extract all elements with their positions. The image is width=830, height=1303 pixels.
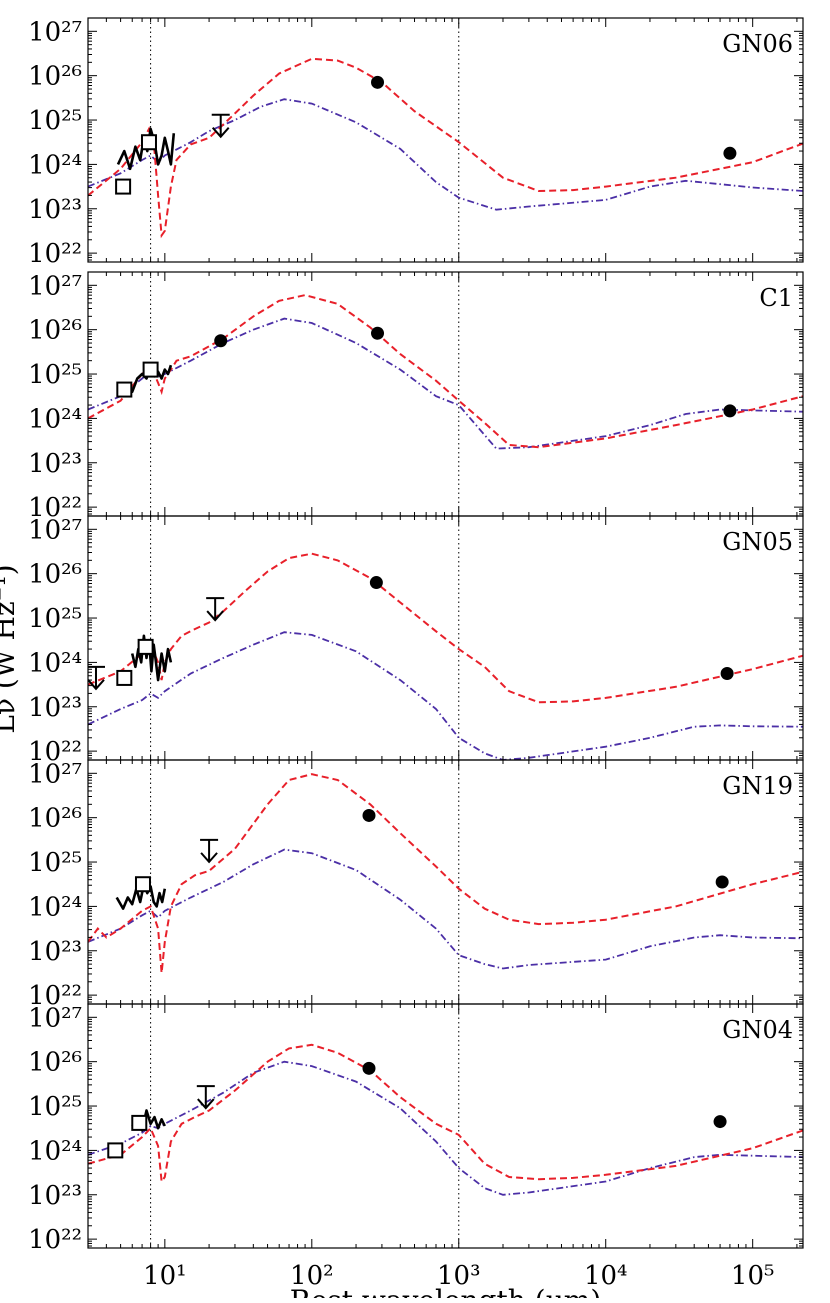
panel-gn06: 10²² 10²³ 10²⁴ 10²⁵ 10²⁶ 10²⁷ GN06 <box>28 17 804 269</box>
panel-label: GN06 <box>722 30 793 58</box>
y-tick-label: 10²³ <box>28 693 82 723</box>
model-2-line <box>88 98 803 211</box>
panel-plot-area <box>88 18 803 262</box>
panel-label: GN04 <box>722 1016 793 1044</box>
model-1-line <box>88 773 803 974</box>
photometry-filled-point <box>369 576 383 590</box>
photometry-open-square <box>142 361 159 378</box>
y-tick-label: 10²⁶ <box>28 560 82 590</box>
y-tick-label: 10²⁴ <box>28 150 82 180</box>
x-tick-label: 10¹ <box>143 1261 187 1291</box>
model-2-line <box>88 631 803 760</box>
photometry-filled-point <box>715 875 729 889</box>
panel-plot-area <box>88 516 803 760</box>
y-tick-label: 10²⁴ <box>28 648 82 678</box>
y-tick-label: 10²⁷ <box>28 759 82 789</box>
y-axis-title: Lν (W Hz⁻¹) <box>0 564 21 733</box>
photometry-open-square <box>115 178 132 195</box>
x-axis-title: Rest wavelength (μm) <box>290 1284 602 1298</box>
panel-gn19: 10²² 10²³ 10²⁴ 10²⁵ 10²⁶ 10²⁷ GN19 <box>28 759 804 1011</box>
y-tick-label: 10²² <box>28 981 82 1011</box>
panel-frame <box>87 1003 804 1249</box>
x-tick-label: 10² <box>290 1261 334 1291</box>
y-tick-label: 10²² <box>28 493 82 523</box>
panel-c1: 10²² 10²³ 10²⁴ 10²⁵ 10²⁶ 10²⁷ C1 <box>28 271 804 523</box>
y-tick-label: 10²⁷ <box>28 17 82 47</box>
photometry-filled-point <box>720 666 734 680</box>
x-tick-label: 10⁵ <box>731 1261 775 1291</box>
photometry-filled-point <box>723 146 737 160</box>
upper-limit-arrow <box>211 113 230 139</box>
y-tick-label: 10²⁶ <box>28 804 82 834</box>
irs-spectrum-line <box>116 127 176 171</box>
y-tick-label: 10²³ <box>28 449 82 479</box>
panel-frame <box>87 759 804 1005</box>
x-tick-label: 10⁴ <box>584 1261 628 1291</box>
model-2-line <box>88 848 803 970</box>
y-tick-label: 10²⁶ <box>28 1048 82 1078</box>
model-1-line <box>88 294 803 449</box>
y-tick-label: 10²² <box>28 737 82 767</box>
y-tick-label: 10²⁵ <box>28 360 82 390</box>
panel-label: GN05 <box>722 528 793 556</box>
panel-label: GN19 <box>722 772 793 800</box>
model-1-line <box>88 57 803 239</box>
panel-frame <box>87 17 804 263</box>
photometry-open-square <box>107 1142 124 1159</box>
panel-gn04: 10²² 10²³ 10²⁴ 10²⁵ 10²⁶ 10²⁷ GN04 <box>28 1003 804 1255</box>
panel-plot-area <box>88 760 803 1004</box>
model-2-line <box>88 1060 803 1196</box>
photometry-open-square <box>116 381 133 398</box>
y-tick-label: 10²⁴ <box>28 892 82 922</box>
y-tick-label: 10²³ <box>28 195 82 225</box>
x-tick-label: 10³ <box>437 1261 481 1291</box>
y-tick-label: 10²³ <box>28 937 82 967</box>
model-2-line <box>88 317 803 450</box>
photometry-filled-point <box>713 1115 727 1129</box>
panel-frame <box>87 271 804 517</box>
y-tick-label: 10²² <box>28 239 82 269</box>
y-tick-label: 10²⁵ <box>28 604 82 634</box>
y-tick-label: 10²⁷ <box>28 515 82 545</box>
panel-gn05: 10²² 10²³ 10²⁴ 10²⁵ 10²⁶ 10²⁷ GN05 <box>28 515 804 767</box>
upper-limit-arrow <box>196 1085 215 1110</box>
photometry-filled-point <box>723 404 737 418</box>
y-tick-label: 10²⁵ <box>28 848 82 878</box>
photometry-open-square <box>134 876 151 893</box>
photometry-open-square <box>131 1114 148 1131</box>
photometry-open-square <box>137 638 154 655</box>
y-tick-label: 10²⁷ <box>28 271 82 301</box>
panel-plot-area <box>88 1004 803 1248</box>
model-1-line <box>88 552 803 704</box>
upper-limit-arrow <box>200 838 219 864</box>
y-tick-label: 10²⁴ <box>28 404 82 434</box>
panel-plot-area <box>88 272 803 516</box>
y-tick-label: 10²⁷ <box>28 1003 82 1033</box>
y-tick-label: 10²³ <box>28 1181 82 1211</box>
photometry-filled-point <box>362 1061 376 1075</box>
upper-limit-arrow <box>206 597 225 622</box>
y-tick-label: 10²⁵ <box>28 106 82 136</box>
model-1-line <box>88 1043 803 1185</box>
photometry-filled-point <box>371 326 385 340</box>
panel-label: C1 <box>759 284 793 312</box>
photometry-filled-point <box>362 808 376 822</box>
y-tick-label: 10²⁴ <box>28 1136 82 1166</box>
photometry-open-square <box>140 134 157 151</box>
y-tick-label: 10²⁶ <box>28 316 82 346</box>
y-tick-label: 10²² <box>28 1225 82 1255</box>
photometry-filled-point <box>371 75 385 89</box>
y-tick-label: 10²⁶ <box>28 62 82 92</box>
photometry-open-square <box>116 669 133 686</box>
photometry-filled-point <box>214 334 228 348</box>
y-tick-label: 10²⁵ <box>28 1092 82 1122</box>
